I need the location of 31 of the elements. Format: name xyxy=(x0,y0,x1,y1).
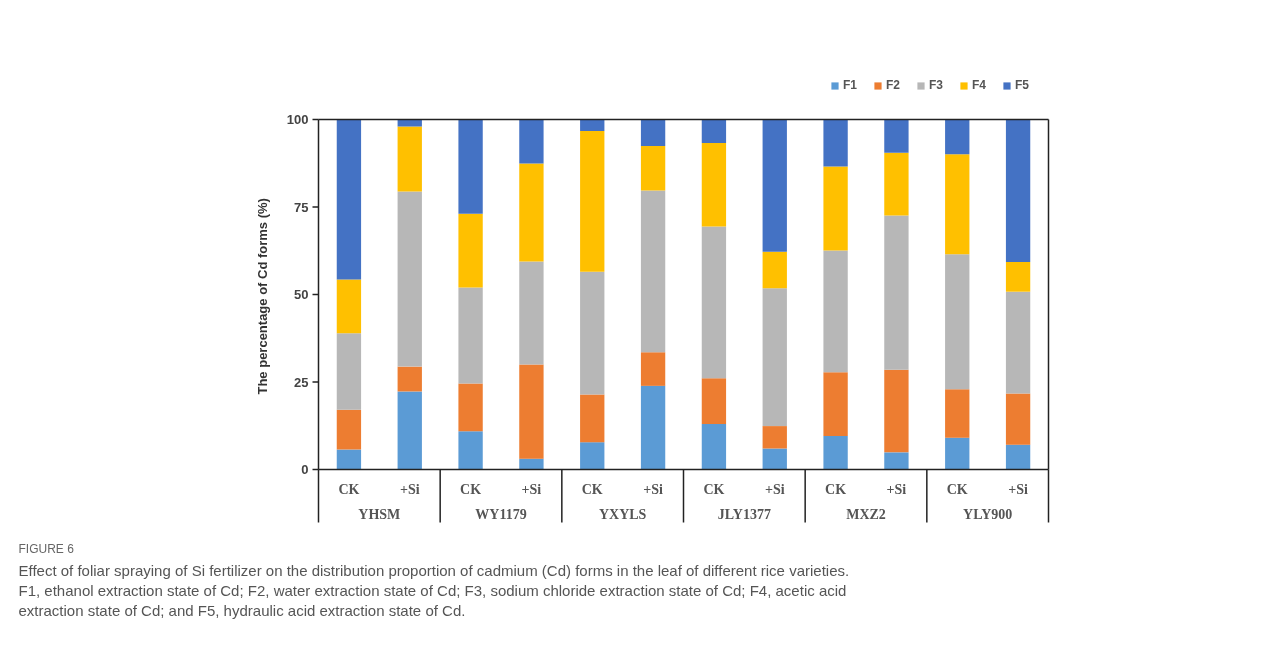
text: Effect of foliar spraying of Si fertilizer on the distribution proportion of cadmium (Cd) forms in the leaf of different rice varieties. F1, ethanol extraction state of Cd; F2, water extraction state of Cd; F3, sodium chloride extraction state of Cd; F4, acetic acid extraction state of Cd; and F5, hydraulic acid extraction state of Cd. xyxy=(18,562,850,619)
x-tick-label: +Si xyxy=(1008,482,1029,497)
x-tick-label: +Si xyxy=(764,482,785,497)
text: YXYLS xyxy=(598,507,647,522)
x-tick-label: +Si xyxy=(643,482,664,497)
legend-label: F3 xyxy=(929,78,944,92)
x-tick-label: +Si xyxy=(399,482,420,497)
x-tick-label: +Si xyxy=(521,482,542,497)
y-tick-label: 75 xyxy=(294,199,309,215)
legend-label: F4 xyxy=(972,78,987,92)
legend-label: F5 xyxy=(1015,78,1030,92)
x-tick-label: CK xyxy=(460,482,482,497)
x-tick-label: +Si xyxy=(886,482,907,497)
text: FIGURE 6 xyxy=(18,541,75,556)
text: WY1179 xyxy=(475,507,527,522)
y-tick-label: 0 xyxy=(301,462,309,477)
legend-label: F1 xyxy=(843,78,858,92)
y-tick-label: 25 xyxy=(294,374,309,390)
text: YLY900 xyxy=(963,507,1013,522)
x-tick-label: CK xyxy=(581,482,603,497)
text: YHSM xyxy=(358,507,401,522)
legend-label: F2 xyxy=(886,78,901,92)
y-tick-label: 100 xyxy=(286,112,309,127)
x-tick-label: CK xyxy=(703,482,725,497)
x-tick-label: CK xyxy=(946,482,968,497)
x-tick-label: CK xyxy=(825,482,847,497)
y-axis-title: The percentage of Cd forms (%) xyxy=(255,198,270,395)
y-tick-label: 50 xyxy=(294,287,309,302)
text: JLY1377 xyxy=(717,507,771,522)
text: MXZ2 xyxy=(846,507,886,522)
x-tick-label: CK xyxy=(338,482,360,497)
